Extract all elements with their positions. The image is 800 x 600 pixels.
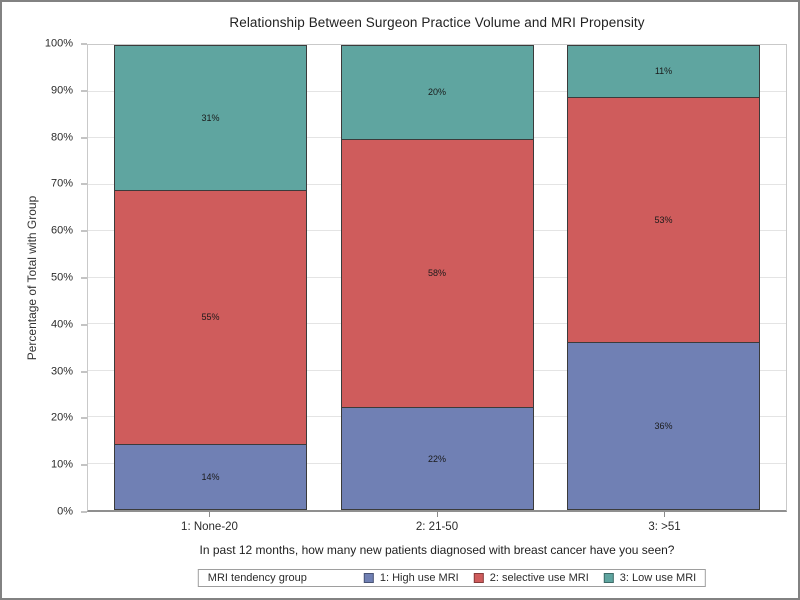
bar-1-segment-3: 31% xyxy=(115,46,306,190)
legend-title: MRI tendency group xyxy=(207,572,307,584)
x-category-label-2: 2: 21-50 xyxy=(415,521,459,533)
legend-swatch-2 xyxy=(473,573,484,583)
x-tick-cell-3 xyxy=(568,512,761,517)
x-category-label-3: 3: >51 xyxy=(648,521,681,533)
segment-value-label: 58% xyxy=(427,268,446,279)
y-tick-label-30: 30% xyxy=(50,365,73,378)
legend-entry-label-2: 2: selective use MRI xyxy=(489,572,589,584)
bar-1-segment-1: 14% xyxy=(115,444,306,509)
y-tick-mark-40 xyxy=(81,324,87,326)
bar-1: 31% 55% 14% xyxy=(114,45,307,510)
segment-value-label: 55% xyxy=(201,312,220,323)
y-tick-mark-10 xyxy=(81,464,87,466)
segment-value-label: 11% xyxy=(654,66,673,77)
segment-value-label: 14% xyxy=(201,472,220,483)
x-axis-ticks xyxy=(87,512,787,517)
y-tick-mark-20 xyxy=(81,417,87,419)
segment-value-label: 31% xyxy=(201,112,220,123)
legend-entries: 1: High use MRI 2: selective use MRI 3: Lo… xyxy=(363,572,697,584)
legend-entry-label-1: 1: High use MRI xyxy=(379,572,459,584)
x-tick-mark-2 xyxy=(436,512,438,517)
y-tick-label-90: 90% xyxy=(50,84,73,97)
y-tick-mark-100 xyxy=(81,43,87,45)
y-tick-mark-70 xyxy=(81,183,87,185)
x-tick-mark-3 xyxy=(664,512,665,517)
bar-3: 11% 53% 36% xyxy=(567,45,760,510)
legend-entry-3: 3: Low use MRI xyxy=(603,572,697,584)
y-tick-label-100: 100% xyxy=(44,37,73,50)
legend-swatch-3 xyxy=(603,573,614,583)
y-tick-mark-50 xyxy=(81,277,87,279)
x-axis-labels: 1: None-20 2: 21-50 3: >51 xyxy=(87,521,787,533)
legend-entry-2: 2: selective use MRI xyxy=(473,572,589,584)
bar-1-segment-2: 55% xyxy=(115,189,306,445)
bar-2: 20% 58% 22% xyxy=(340,45,534,510)
y-tick-label-10: 10% xyxy=(50,458,73,471)
segment-value-label: 20% xyxy=(427,87,446,98)
y-tick-label-40: 40% xyxy=(50,318,73,331)
y-tick-mark-80 xyxy=(81,137,87,139)
chart-title: Relationship Between Surgeon Practice Vo… xyxy=(229,15,645,30)
bar-2-segment-2: 58% xyxy=(341,138,533,408)
y-tick-mark-90 xyxy=(81,90,87,92)
y-axis: 0% 10% 20% 30% 40% 50% 60% 70% 80% 90% 100% xyxy=(2,38,87,517)
legend: MRI tendency group 1: High use MRI 2: sel… xyxy=(197,569,707,587)
y-tick-label-0: 0% xyxy=(57,505,73,518)
y-tick-label-60: 60% xyxy=(50,224,73,237)
y-tick-label-50: 50% xyxy=(50,271,73,284)
bars-layer: 31% 55% 14% 20% 58% 22% 11% 53% 36% xyxy=(88,45,786,510)
x-tick-cell-1 xyxy=(113,512,306,517)
bar-3-segment-3: 11% xyxy=(568,46,759,97)
y-tick-mark-30 xyxy=(81,371,87,373)
y-tick-mark-60 xyxy=(81,230,87,232)
bar-2-segment-1: 22% xyxy=(341,407,533,509)
bar-3-segment-2: 53% xyxy=(568,96,759,343)
x-tick-mark-1 xyxy=(209,512,210,517)
segment-value-label: 53% xyxy=(654,215,673,226)
bar-2-segment-3: 20% xyxy=(341,46,533,139)
x-category-label-1: 1: None-20 xyxy=(181,521,238,533)
y-tick-label-80: 80% xyxy=(50,131,73,144)
y-tick-label-20: 20% xyxy=(50,411,73,424)
x-tick-cell-2 xyxy=(341,512,534,517)
y-tick-label-70: 70% xyxy=(50,177,73,190)
segment-value-label: 22% xyxy=(427,453,446,464)
y-tick-mark-0 xyxy=(81,511,87,513)
plot-area: 31% 55% 14% 20% 58% 22% 11% 53% 36% xyxy=(87,44,787,512)
legend-entry-1: 1: High use MRI xyxy=(363,572,459,584)
bar-3-segment-1: 36% xyxy=(568,342,759,509)
legend-swatch-1 xyxy=(363,573,374,583)
x-axis-title: In past 12 months, how many new patients… xyxy=(199,543,675,557)
legend-entry-label-3: 3: Low use MRI xyxy=(619,572,697,584)
segment-value-label: 36% xyxy=(654,421,673,432)
